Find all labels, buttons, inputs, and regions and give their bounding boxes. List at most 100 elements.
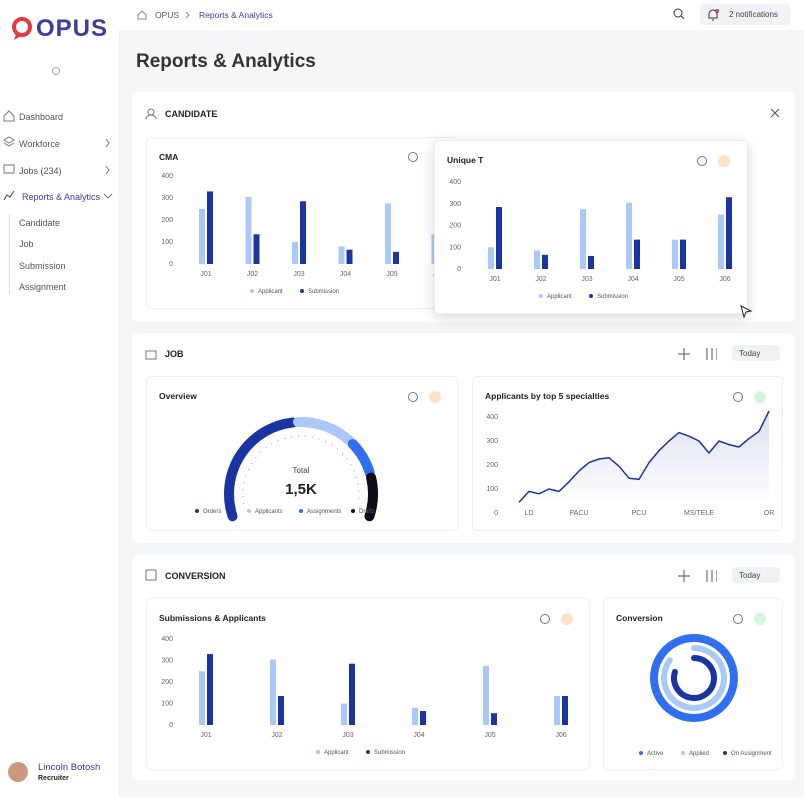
legend-dot — [589, 294, 593, 298]
bar-chart: Submissions & Applicants 0 100 200 300 400 J01… — [159, 613, 573, 756]
breadcrumb[interactable]: OPUS — [155, 10, 180, 20]
cursor — [740, 305, 753, 319]
notifications[interactable]: 2 notifications — [700, 4, 790, 25]
bar — [207, 654, 213, 725]
legend-label: Drafts — [359, 509, 375, 515]
chart-title: Overview — [159, 391, 197, 401]
gauge-segment — [224, 417, 298, 522]
x-tick-label: J05 — [386, 271, 397, 278]
legend-label: Applicants — [255, 509, 283, 515]
bar — [580, 209, 586, 269]
nav-icons — [3, 110, 15, 201]
legend-dot — [300, 289, 304, 293]
section-title: JOB — [165, 349, 184, 359]
subnav-item[interactable]: Submission — [19, 261, 66, 271]
line — [518, 410, 770, 503]
y-tick-label: 200 — [486, 462, 498, 469]
subnav-item[interactable]: Assignment — [19, 282, 67, 292]
info-icon[interactable] — [408, 152, 418, 162]
bar — [562, 695, 568, 725]
collapse-icon[interactable] — [51, 66, 61, 76]
search-icon[interactable] — [673, 8, 685, 20]
y-tick-label: 300 — [161, 658, 173, 665]
subnav-item[interactable]: Candidate — [19, 218, 61, 228]
x-tick-label: J03 — [581, 276, 592, 283]
nav-item[interactable]: Dashboard — [19, 112, 64, 122]
chart-title: Submissions & Applicants — [159, 613, 266, 623]
x-tick-label: J03 — [342, 732, 353, 739]
bar — [253, 234, 260, 264]
gauge-chart: Overview Total 1,5K Orders Applicants Assignm… — [159, 391, 441, 522]
bar — [278, 695, 284, 725]
legend-label: Assignments — [307, 509, 341, 515]
nav-item[interactable]: Workforce — [19, 139, 60, 149]
chevron — [103, 138, 113, 199]
ring — [661, 645, 727, 711]
filter-icon — [706, 570, 717, 582]
sidebar: OPUS Dashboard Workforce Jobs (234) Repo… — [0, 0, 118, 797]
cursor-arrow — [740, 305, 753, 319]
bell-icon — [708, 9, 719, 21]
move-icon — [678, 348, 690, 360]
bar — [680, 239, 686, 269]
toolbar-icons[interactable] — [677, 569, 717, 583]
chart-title: Conversion — [616, 613, 663, 623]
info-icon[interactable] — [697, 156, 707, 166]
bulb-icon[interactable] — [429, 391, 441, 403]
x-tick-label: PCU — [632, 510, 647, 517]
bell — [708, 9, 718, 21]
bar — [412, 707, 418, 725]
close-icon[interactable] — [770, 108, 780, 118]
y-tick-label: 0 — [169, 261, 173, 268]
legend-dot — [247, 509, 251, 513]
topbar: OPUS Reports & Analytics 2 notifications — [118, 0, 804, 30]
legend-label: Applicant — [258, 289, 283, 295]
legend-label: On Assignment — [731, 751, 772, 757]
bar — [341, 703, 347, 725]
info-icon[interactable] — [733, 392, 743, 402]
doc-icon — [145, 569, 157, 581]
overview-card: Overview Total 1,5K Orders Applicants Assignm… — [146, 376, 458, 531]
subnav-item[interactable]: Job — [19, 239, 34, 249]
badge — [715, 9, 719, 13]
bulb-icon[interactable] — [561, 613, 573, 625]
case — [145, 350, 157, 360]
close-x — [770, 108, 780, 118]
logo-text: OPUS — [36, 15, 109, 42]
x-tick-label: MS/TELE — [684, 510, 714, 517]
y-tick-label: 200 — [449, 223, 461, 230]
info-icon[interactable] — [733, 614, 743, 624]
bar — [292, 242, 298, 264]
avatar[interactable] — [8, 762, 28, 782]
bar — [393, 251, 399, 264]
popup-card: Unique T 0 100 200 300 400 J01 J02 J03 J04 J05 J06 A… — [434, 140, 748, 314]
x-tick-label: PACU — [570, 510, 589, 517]
y-tick-label: 0 — [169, 722, 173, 729]
check-icon[interactable] — [754, 613, 766, 625]
toolbar-icons[interactable] — [677, 347, 717, 361]
breadcrumb[interactable]: Reports & Analytics — [199, 10, 273, 20]
bulb-icon[interactable] — [718, 155, 730, 167]
range-dropdown[interactable]: Today — [732, 345, 780, 361]
y-tick-label: 300 — [449, 201, 461, 208]
nav-item[interactable]: Jobs (234) — [19, 166, 62, 176]
nav-item-active[interactable]: Reports & Analytics — [22, 192, 101, 202]
bar-chart: Unique T 0 100 200 300 400 J01 J02 J03 J04 J05 J06 A… — [447, 155, 732, 300]
bar — [300, 201, 306, 264]
y-tick-label: 100 — [161, 239, 173, 246]
page-title: Reports & Analytics — [136, 51, 316, 72]
home-icon — [137, 10, 147, 20]
range-dropdown[interactable]: Today — [732, 567, 780, 583]
range-text: Today — [739, 571, 761, 580]
check-icon[interactable] — [754, 391, 766, 403]
info-icon[interactable] — [408, 392, 418, 402]
legend-dot — [195, 509, 199, 513]
gauge-segment — [292, 417, 355, 446]
section-title: CONVERSION — [165, 571, 226, 581]
y-tick-label: 200 — [161, 217, 173, 224]
specialties-card: Applicants by top 5 specialties 0 100 200 30… — [472, 376, 783, 531]
legend-dot — [250, 289, 254, 293]
move-icon — [678, 570, 690, 582]
notifications-text: 2 notifications — [729, 10, 778, 19]
info-icon[interactable] — [540, 614, 550, 624]
